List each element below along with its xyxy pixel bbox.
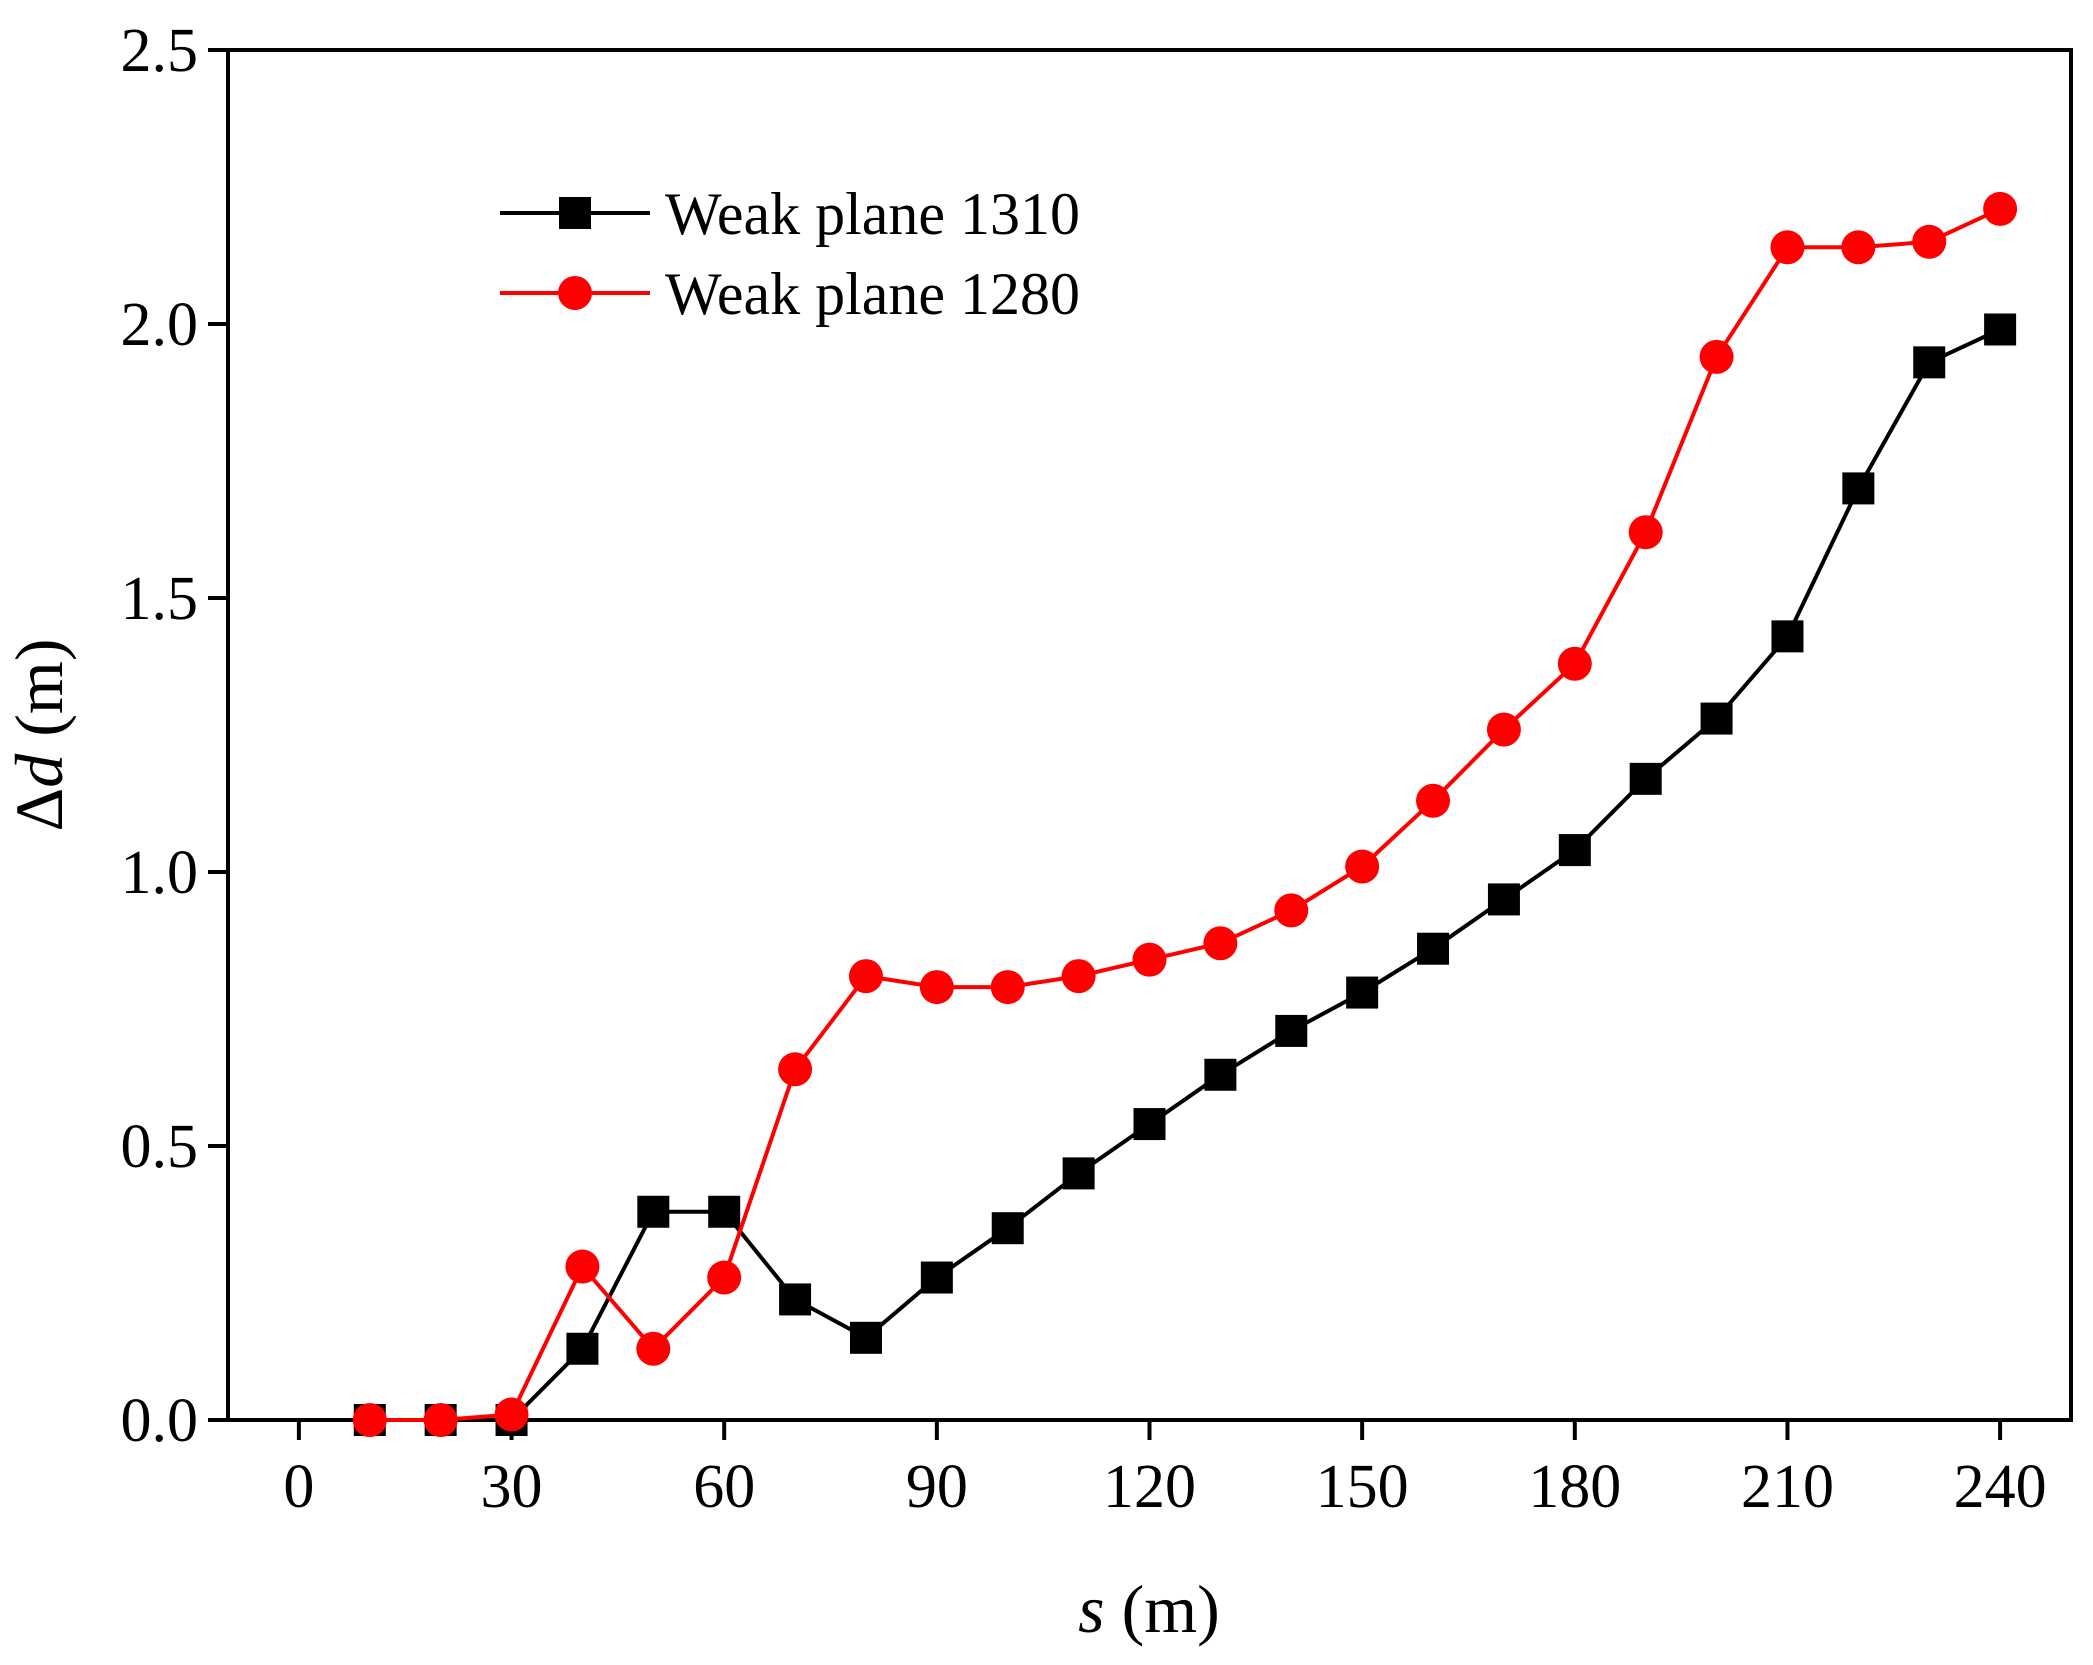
data-point-weak-plane-1280 bbox=[1132, 942, 1167, 977]
data-point-weak-plane-1280 bbox=[778, 1052, 813, 1087]
series-layer bbox=[352, 191, 2018, 1437]
data-point-weak-plane-1280 bbox=[1983, 191, 2018, 226]
data-point-weak-plane-1280 bbox=[848, 959, 883, 994]
legend: Weak plane 1310 Weak plane 1280 bbox=[500, 181, 1080, 327]
data-point-weak-plane-1310 bbox=[1204, 1058, 1237, 1091]
data-point-weak-plane-1280 bbox=[636, 1331, 671, 1366]
legend-label-1310: Weak plane 1310 bbox=[665, 181, 1080, 247]
data-point-weak-plane-1280 bbox=[352, 1403, 387, 1437]
y-axis-unit: (m) bbox=[1, 639, 77, 754]
data-point-weak-plane-1280 bbox=[707, 1260, 742, 1295]
x-tick-label: 30 bbox=[481, 1453, 543, 1521]
data-point-weak-plane-1280 bbox=[990, 970, 1025, 1005]
data-point-weak-plane-1310 bbox=[1417, 932, 1450, 965]
x-tick-label: 0 bbox=[283, 1453, 314, 1521]
data-point-weak-plane-1280 bbox=[1486, 712, 1521, 747]
y-tick-label: 1.5 bbox=[121, 565, 199, 633]
data-point-weak-plane-1310 bbox=[779, 1283, 812, 1316]
x-axis-ticks: 0 30 60 90 120 150 180 210 240 bbox=[283, 1420, 2047, 1521]
data-point-weak-plane-1310 bbox=[637, 1195, 670, 1228]
legend-marker-1280 bbox=[558, 276, 592, 310]
y-axis-symbol: d bbox=[1, 753, 77, 788]
data-point-weak-plane-1310 bbox=[1346, 976, 1379, 1009]
data-point-weak-plane-1310 bbox=[1062, 1157, 1095, 1190]
x-tick-label: 90 bbox=[906, 1453, 968, 1521]
y-tick-label: 0.0 bbox=[121, 1387, 199, 1455]
data-point-weak-plane-1310 bbox=[1487, 883, 1520, 916]
data-point-weak-plane-1280 bbox=[919, 970, 954, 1005]
data-point-weak-plane-1310 bbox=[920, 1261, 953, 1294]
data-point-weak-plane-1280 bbox=[1416, 783, 1451, 818]
y-axis-title: Δd (m) bbox=[1, 639, 77, 832]
legend-label-1280: Weak plane 1280 bbox=[665, 261, 1080, 327]
data-point-weak-plane-1280 bbox=[1345, 849, 1380, 884]
legend-marker-1310 bbox=[559, 197, 591, 229]
y-axis-delta: Δ bbox=[1, 788, 77, 832]
data-point-weak-plane-1310 bbox=[1771, 620, 1804, 653]
data-point-weak-plane-1310 bbox=[1700, 702, 1733, 735]
y-tick-label: 0.5 bbox=[121, 1113, 199, 1181]
x-tick-label: 120 bbox=[1103, 1453, 1196, 1521]
data-point-weak-plane-1310 bbox=[991, 1212, 1024, 1245]
data-point-weak-plane-1280 bbox=[1699, 339, 1734, 374]
data-point-weak-plane-1310 bbox=[1558, 834, 1591, 867]
data-point-weak-plane-1280 bbox=[1912, 224, 1947, 259]
data-point-weak-plane-1280 bbox=[565, 1249, 600, 1284]
data-point-weak-plane-1310 bbox=[1133, 1108, 1166, 1141]
y-tick-label: 1.0 bbox=[121, 839, 199, 907]
data-point-weak-plane-1280 bbox=[1557, 646, 1592, 681]
y-axis-ticks: 0.0 0.5 1.0 1.5 2.0 2.5 bbox=[121, 17, 228, 1455]
x-tick-label: 150 bbox=[1316, 1453, 1409, 1521]
data-point-weak-plane-1310 bbox=[1275, 1014, 1308, 1047]
data-point-weak-plane-1280 bbox=[1770, 230, 1805, 265]
data-point-weak-plane-1310 bbox=[566, 1332, 599, 1365]
data-point-weak-plane-1280 bbox=[1061, 959, 1096, 994]
data-point-weak-plane-1280 bbox=[1841, 230, 1876, 265]
data-point-weak-plane-1310 bbox=[849, 1321, 882, 1354]
series-weak-plane-1310 bbox=[353, 313, 2017, 1436]
x-tick-label: 60 bbox=[693, 1453, 755, 1521]
y-tick-label: 2.5 bbox=[121, 17, 199, 85]
x-axis-title: s (m) bbox=[1078, 1571, 1220, 1647]
data-point-weak-plane-1310 bbox=[708, 1195, 741, 1228]
data-point-weak-plane-1280 bbox=[1203, 926, 1238, 961]
y-tick-label: 2.0 bbox=[121, 291, 199, 359]
series-line-weak-plane-1310 bbox=[369, 327, 2001, 1422]
data-point-weak-plane-1310 bbox=[1629, 762, 1662, 795]
x-axis-unit: (m) bbox=[1105, 1571, 1220, 1647]
data-point-weak-plane-1310 bbox=[1913, 346, 1946, 379]
x-tick-label: 210 bbox=[1741, 1453, 1834, 1521]
series-line-weak-plane-1280 bbox=[369, 207, 2001, 1422]
data-point-weak-plane-1280 bbox=[1274, 893, 1309, 928]
data-point-weak-plane-1310 bbox=[1984, 313, 2017, 346]
x-tick-label: 240 bbox=[1954, 1453, 2047, 1521]
data-point-weak-plane-1310 bbox=[1842, 472, 1875, 505]
x-tick-label: 180 bbox=[1528, 1453, 1621, 1521]
x-axis-symbol: s bbox=[1078, 1571, 1104, 1647]
series-weak-plane-1280 bbox=[352, 191, 2018, 1437]
data-point-weak-plane-1280 bbox=[423, 1403, 458, 1437]
data-point-weak-plane-1280 bbox=[1628, 515, 1663, 550]
data-point-weak-plane-1280 bbox=[494, 1397, 529, 1432]
